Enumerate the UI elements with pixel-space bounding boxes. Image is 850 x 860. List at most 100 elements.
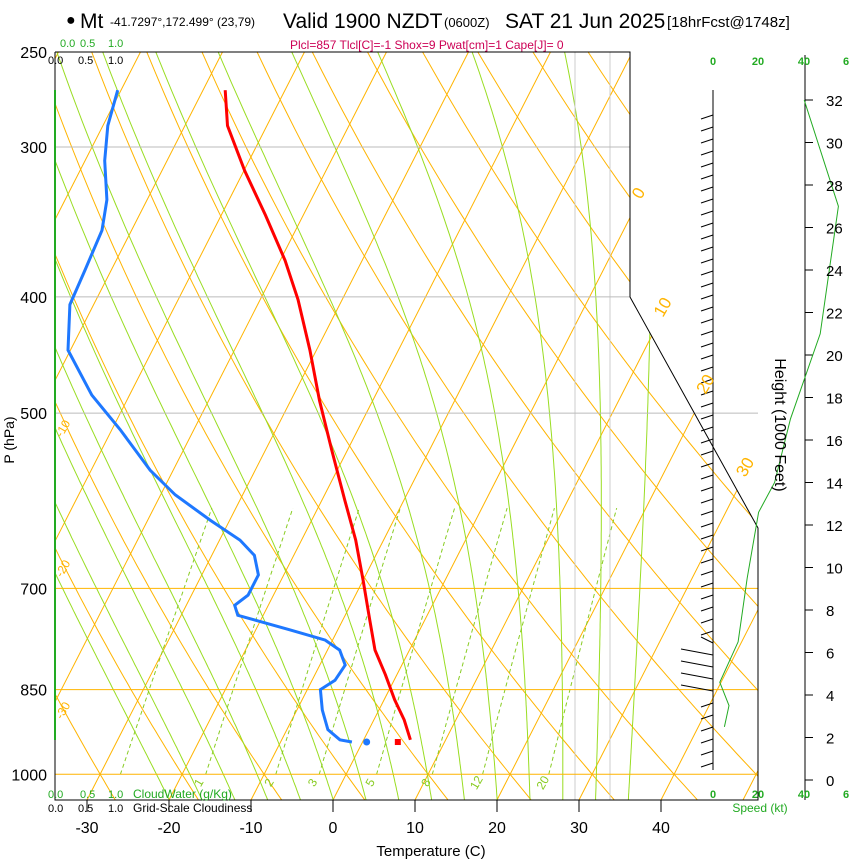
cloudiness-tick-bottom: 0.5 (78, 803, 93, 815)
profiles (66, 89, 412, 746)
wind-barb (700, 636, 714, 644)
dry-adiabat-line (256, 52, 758, 800)
wind-barb (700, 390, 714, 396)
height-tick-label: 6 (826, 646, 834, 663)
wind-barb (680, 648, 714, 656)
height-tick-label: 14 (826, 476, 843, 493)
dry-adiabat-line (201, 52, 698, 800)
speed-axis-title: Speed (kt) (732, 801, 787, 815)
moist-adiabat-line (56, 52, 367, 800)
temperature-tick-label: 20 (488, 820, 506, 837)
wind-barb (700, 450, 714, 456)
moist-adiabat-line (564, 52, 602, 800)
moist-adiabat-line (55, 52, 334, 800)
dry-adiabat-line (587, 52, 758, 800)
isotherm-line (86, 52, 469, 800)
mixing-ratio-label: 12 (467, 773, 486, 792)
isotherm-line (55, 52, 305, 800)
wind-barb (700, 510, 714, 516)
speed-tick-bottom: 6 (843, 789, 849, 801)
mixing-ratio-label: 2 (261, 776, 277, 789)
height-tick-label: 10 (826, 561, 843, 578)
wind-barb (700, 474, 714, 480)
utc-time: (0600Z) (444, 15, 490, 30)
wind-barb (700, 222, 714, 228)
wind-barb (700, 150, 714, 156)
wind-barb (700, 618, 714, 624)
wind-barb (700, 750, 714, 756)
y-axis-title: P (hPa) (1, 416, 17, 463)
speed-tick-bottom: 40 (798, 789, 810, 801)
moist-adiabat-line (627, 52, 652, 800)
temperature-tick-label: 0 (329, 820, 338, 837)
dry-adiabat-line (311, 52, 758, 800)
wind-barb (700, 270, 714, 276)
dry-adiabat-line (55, 52, 282, 800)
wind-barb (700, 126, 714, 132)
speed-tick-top: 6 (843, 56, 849, 68)
cloudwater-tick-bottom: 0.0 (48, 789, 63, 801)
mixing-ratio-line (205, 507, 294, 775)
wind-barb (700, 342, 714, 348)
cloudiness-label: Grid-Scale Cloudiness (133, 801, 252, 815)
moist-adiabat-line (55, 52, 301, 800)
valid-date: SAT 21 Jun 2025 (505, 10, 666, 33)
pressure-tick-label: 300 (20, 140, 47, 157)
height-tick-label: 4 (826, 688, 834, 705)
height-tick-label: 2 (826, 731, 834, 748)
dewpoint-line (66, 89, 353, 744)
surface-temperature-marker (394, 739, 401, 746)
dry-adiabat-line (55, 52, 366, 800)
mixing-ratio-line (431, 507, 508, 775)
moist-adiabat-line (471, 52, 564, 800)
speed-tick-bottom: 0 (710, 789, 716, 801)
mixing-ratio-label: 3 (305, 776, 321, 789)
isotherm-label: 10 (650, 294, 676, 320)
pressure-tick-label: 1000 (11, 767, 47, 784)
wind-barb (700, 210, 714, 216)
wind-barb (700, 354, 714, 360)
wind-barb (700, 282, 714, 288)
wind-barb (700, 186, 714, 192)
height-tick-label: 16 (826, 433, 843, 450)
temperature-tick-label: -30 (75, 820, 98, 837)
height-tick-label: 32 (826, 93, 843, 110)
moist-adiabat-line (102, 52, 400, 800)
mixing-ratio-label: 20 (533, 773, 552, 792)
isotherm-line (55, 52, 387, 800)
dry-adiabat-line (642, 52, 758, 800)
dry-adiabat-line (532, 52, 758, 800)
wind-barb (700, 138, 714, 144)
mixing-ratio-line (376, 507, 456, 775)
mixing-ratio-line (275, 507, 360, 775)
mixing-ratio-line (548, 507, 618, 775)
temperature-tick-label: 10 (406, 820, 424, 837)
cloudwater-tick-bottom: 0.5 (80, 789, 95, 801)
wind-barb (700, 522, 714, 528)
dry-adiabat-line (55, 52, 449, 800)
wind-panel (680, 55, 839, 800)
wind-barb (700, 558, 714, 564)
wind-barb (680, 660, 714, 668)
cloudiness-tick-top: 1.0 (108, 55, 123, 67)
wind-barb (700, 162, 714, 168)
speed-tick-top: 0 (710, 56, 716, 68)
isotherm-label: 0 (628, 184, 649, 202)
dry-adiabat-line (146, 52, 615, 800)
dry-adiabat-line (55, 52, 116, 800)
isotherm-label: 20 (693, 371, 719, 397)
moist-adiabat-line (55, 52, 170, 800)
height-tick-label: 20 (826, 348, 843, 365)
height-tick-label: 0 (826, 773, 834, 790)
height-tick-label: 30 (826, 136, 843, 153)
isotherm-line (496, 52, 758, 800)
isotherm-line (578, 52, 758, 800)
wind-barb (700, 606, 714, 612)
plot-border (54, 51, 759, 801)
wind-barb (700, 594, 714, 600)
forecast-info: [18hrFcst@1748z] (667, 14, 790, 31)
wind-barb (680, 672, 714, 680)
dry-adiabat-line (422, 52, 758, 800)
speed-tick-top: 40 (798, 56, 810, 68)
